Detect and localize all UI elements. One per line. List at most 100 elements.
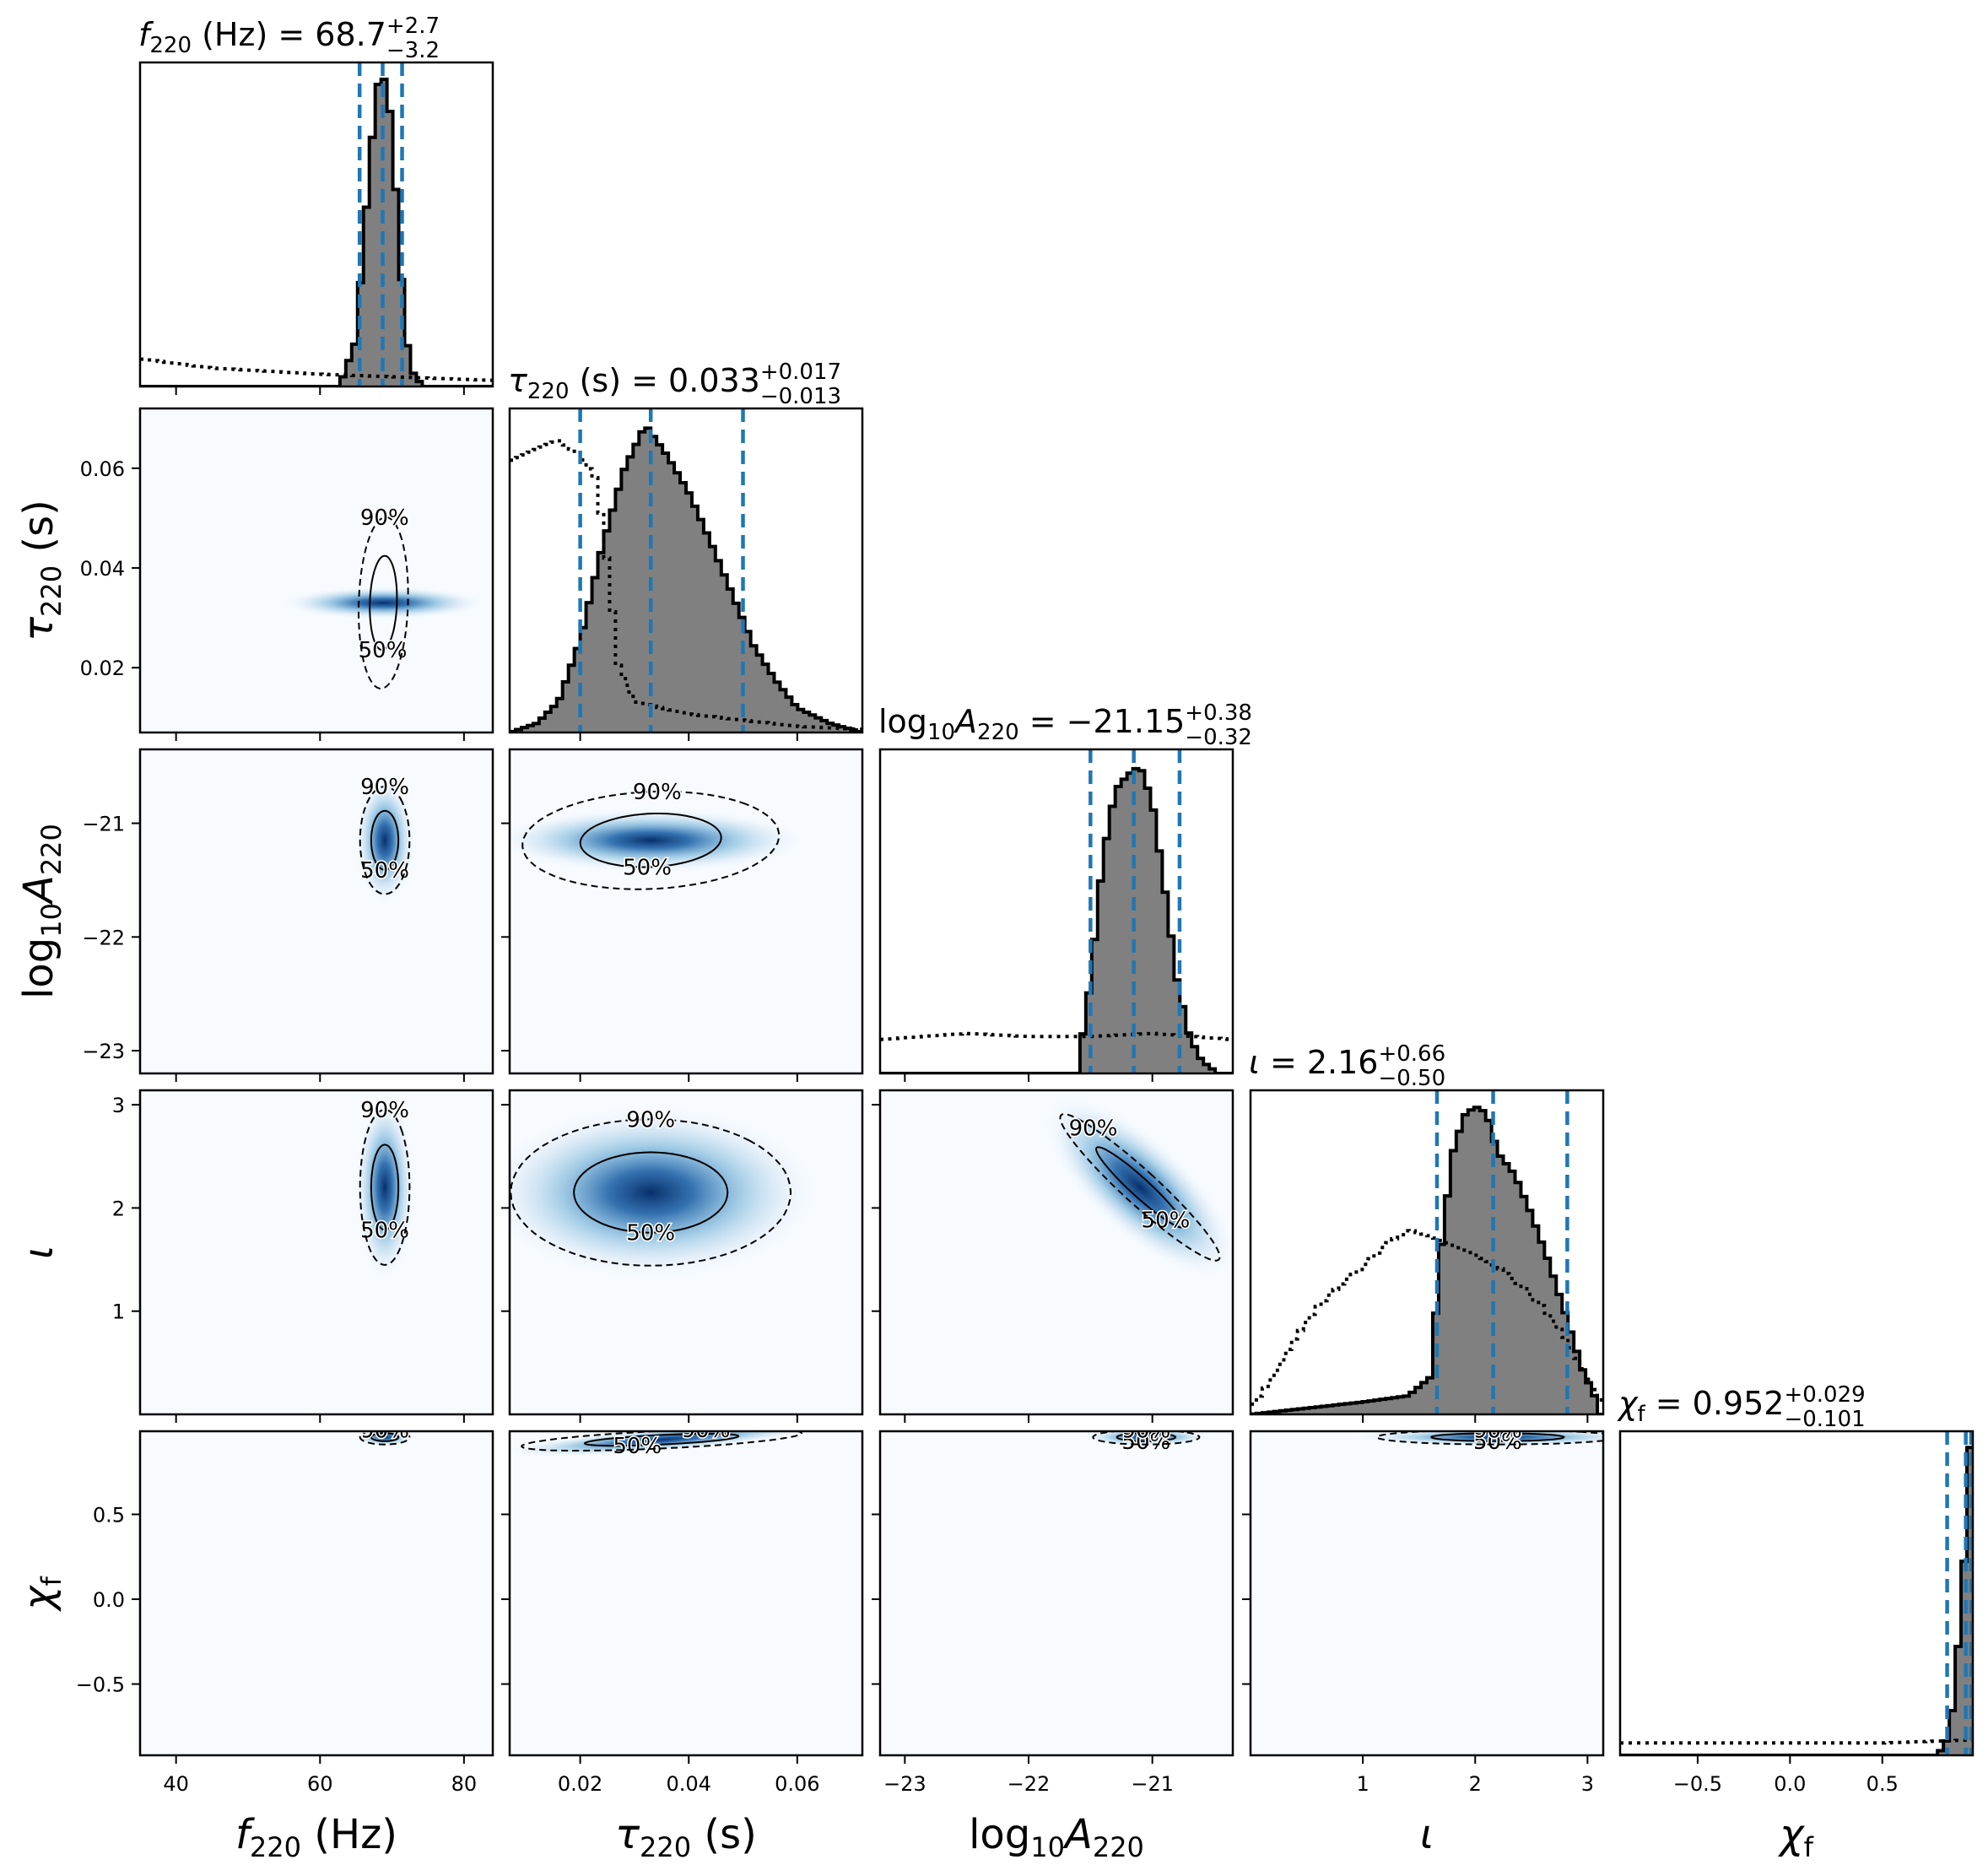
- posterior-hist-tau220: [510, 426, 862, 732]
- contour-label-90: 90%: [1473, 1418, 1522, 1443]
- contour-50: [369, 554, 398, 651]
- posterior-fill-tau220: [510, 428, 862, 732]
- title-logA220: log10A220 = −21.15+0.38: [878, 700, 1252, 745]
- x-axis-label-chif: χf: [1777, 1811, 1813, 1863]
- axis-symbol: χ: [15, 1585, 62, 1613]
- axis-subscript: 220: [250, 1831, 301, 1863]
- contour-90: [521, 790, 781, 890]
- density-background: [140, 408, 493, 732]
- posterior-fill-chif: [1620, 1447, 1973, 1755]
- axis-symbol: τ: [15, 616, 62, 641]
- posterior-fill-f220: [140, 78, 493, 387]
- density-panel-f220-iota: 50% 90%: [140, 1090, 493, 1414]
- title-subscript: 220: [527, 379, 570, 404]
- title-upper-error: +0.38: [1185, 700, 1252, 726]
- title-chif: χf = 0.952+0.029: [1617, 1382, 1866, 1427]
- panel-frame: [508, 1430, 864, 1757]
- axis-unit: (Hz): [301, 1811, 397, 1858]
- density-blob: [510, 1431, 823, 1457]
- posterior-hist-f220: [140, 77, 493, 387]
- density-panel-logA220-iota: 50% 90%: [880, 1090, 1233, 1414]
- x-tick-label-logA220: −23: [883, 1772, 926, 1796]
- density-panel-tau220-logA220: 50% 90%: [510, 749, 862, 1073]
- panel-frame-logA220: [878, 748, 1234, 1075]
- title-tau220: τ220 (s) = 0.033+0.017: [508, 359, 841, 404]
- contour-label-90: 90%: [360, 1418, 409, 1443]
- contour-label-50: 50%: [360, 858, 409, 884]
- panel-frame: [138, 407, 494, 734]
- y-tick-label-logA220: −23: [82, 1040, 125, 1063]
- axis-subscript: f: [35, 1576, 68, 1586]
- contour-label-90: 90%: [1121, 1418, 1170, 1443]
- y-tick-label-logA220: −21: [82, 813, 125, 836]
- x-tick-label-tau220: 0.06: [775, 1772, 819, 1796]
- contour-label-50: 50%: [613, 1434, 662, 1459]
- contour-label-90: 90%: [633, 780, 682, 805]
- panel-frame: [878, 1089, 1234, 1416]
- hist-panel-tau220: [510, 408, 862, 732]
- title-upper-error: +2.7: [386, 14, 440, 39]
- contour-90: [1375, 1431, 1603, 1446]
- density-panel-tau220-iota: 50% 90%: [510, 1090, 862, 1414]
- x-axis-label-iota: ι: [1420, 1811, 1434, 1858]
- axis-variable: A: [1062, 1811, 1093, 1858]
- contour-50: [573, 1151, 729, 1234]
- contour-90: [359, 1108, 411, 1267]
- density-blob: [510, 808, 809, 873]
- y-axis-label-chif: χf: [15, 1576, 68, 1612]
- density-blob: [1042, 1095, 1233, 1279]
- contour-50: [1429, 1432, 1565, 1442]
- hist-panel-logA220: [880, 749, 1233, 1073]
- y-tick-label-iota: 3: [112, 1094, 125, 1117]
- y-tick-label-iota: 1: [112, 1300, 125, 1324]
- density-blob: [354, 1093, 415, 1282]
- axis-subscript: 220: [35, 565, 68, 617]
- title-lower-error-logA220: −0.32: [1185, 725, 1252, 750]
- axis-subscript: f: [1804, 1831, 1814, 1863]
- x-tick-label-f220: 80: [451, 1772, 478, 1796]
- axis-variable: A: [15, 875, 62, 905]
- y-axis-label-iota: ι: [15, 1246, 62, 1259]
- title-variable: A: [953, 703, 977, 740]
- panel-frame: [878, 1430, 1234, 1757]
- density-background: [140, 1090, 493, 1414]
- posterior-hist-iota: [1251, 1105, 1603, 1414]
- prior-hist-tau220: [510, 439, 862, 732]
- x-tick-label-iota: 1: [1356, 1772, 1369, 1796]
- panel-frame: [138, 748, 494, 1075]
- title-subscript: 10: [927, 720, 955, 745]
- contour-label-50: 50%: [626, 1221, 675, 1246]
- contour-90: [1092, 1431, 1201, 1446]
- contour-label-50: 50%: [359, 638, 408, 663]
- title-subscript-2: 220: [977, 720, 1019, 745]
- posterior-fill-logA220: [880, 768, 1233, 1073]
- contour-90: [510, 1118, 792, 1267]
- title-upper-error: +0.029: [1784, 1382, 1865, 1408]
- contour-label-50: 50%: [1142, 1208, 1191, 1234]
- title-symbol: τ: [508, 362, 528, 399]
- panel-frame: [138, 1430, 494, 1757]
- x-tick-label-iota: 3: [1581, 1772, 1594, 1796]
- density-background: [510, 1431, 862, 1755]
- title-value: = 0.952: [1645, 1385, 1785, 1422]
- axis-symbol: log: [15, 938, 62, 999]
- title-f220: f220 (Hz) = 68.7+2.7: [138, 14, 440, 58]
- x-tick-label-chif: −0.5: [1673, 1772, 1722, 1796]
- axis-symbol: ι: [15, 1246, 62, 1259]
- title-lower-error-chif: −0.101: [1784, 1407, 1865, 1432]
- posterior-hist-chif: [1620, 1446, 1973, 1755]
- contour-50: [1095, 1146, 1185, 1229]
- contour-label-90: 90%: [360, 1098, 409, 1123]
- title-lower-error-iota: −0.50: [1378, 1066, 1445, 1091]
- axis-symbol: log: [969, 1811, 1030, 1858]
- x-tick-label-f220: 40: [163, 1772, 189, 1796]
- x-tick-label-chif: 0.5: [1866, 1772, 1899, 1796]
- density-panel-logA220-chif: 50%90%: [880, 1418, 1233, 1755]
- contour-label-90: 90%: [682, 1418, 731, 1443]
- axis-subscript: 10: [35, 903, 68, 938]
- y-tick-label-logA220: −22: [82, 926, 125, 949]
- hist-panel-f220: [140, 62, 493, 387]
- panel-frame-chif: [1618, 1430, 1974, 1757]
- x-axis-label-f220: f220 (Hz): [235, 1811, 397, 1863]
